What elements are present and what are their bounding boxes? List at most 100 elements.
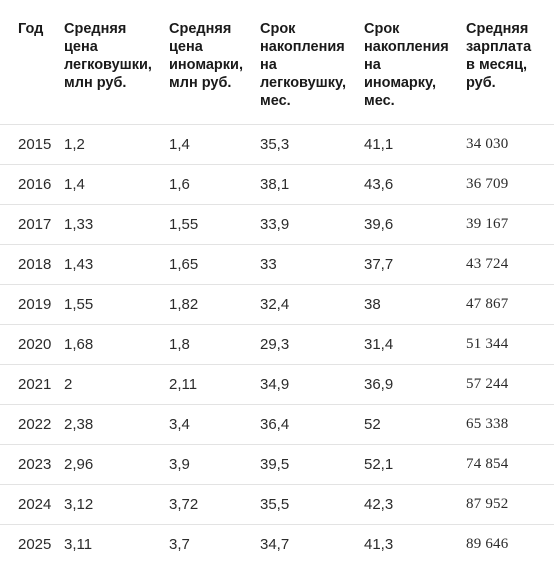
table-row: 2016 1,4 1,6 38,1 43,6 36 709 xyxy=(0,164,554,205)
cell-saving-period-car: 35,5 xyxy=(260,484,364,525)
table-row: 2019 1,55 1,82 32,4 38 47 867 xyxy=(0,284,554,325)
header-line: Срок xyxy=(260,21,296,37)
header-line: Срок xyxy=(364,21,400,37)
cell-year: 2019 xyxy=(0,284,64,325)
cell-saving-period-foreign-car: 36,9 xyxy=(364,364,466,405)
cell-avg-salary: 57 244 xyxy=(466,364,554,405)
header-line: легковушки, xyxy=(64,57,152,73)
cell-saving-period-car: 38,1 xyxy=(260,164,364,205)
cell-avg-price-foreign-car: 1,55 xyxy=(169,204,260,245)
table-header: Год Средняя цена легковушки, млн руб. Средняя… xyxy=(0,0,554,125)
cell-saving-period-car: 39,5 xyxy=(260,444,364,485)
cell-avg-price-foreign-car: 1,4 xyxy=(169,124,260,165)
cell-saving-period-car: 32,4 xyxy=(260,284,364,325)
cell-saving-period-foreign-car: 41,3 xyxy=(364,536,394,553)
cell-avg-salary: 51 344 xyxy=(466,324,554,365)
cell-saving-period-foreign-car: 38 xyxy=(364,284,466,325)
cell-saving-period-foreign-car: 31,4 xyxy=(364,324,466,365)
table-row: 2025 3,11 3,7 34,7 41,3 89 646 xyxy=(0,525,554,565)
cell-avg-price-car: 1,2 xyxy=(64,124,169,165)
cell-avg-price-foreign-car: 1,6 xyxy=(169,164,260,205)
header-line: Средняя xyxy=(466,21,529,37)
cell-avg-price-foreign-car: 2,11 xyxy=(169,364,260,405)
table-row: 2024 3,12 3,72 35,5 42,3 87 952 xyxy=(0,484,554,525)
header-line: на xyxy=(364,57,381,73)
table-row: 2023 2,96 3,9 39,5 52,1 74 854 xyxy=(0,444,554,485)
header-saving-period-foreign-car: Срок накопления на иномарку, мес. xyxy=(364,0,466,125)
header-avg-price-car: Средняя цена легковушки, млн руб. xyxy=(64,0,169,125)
cell-saving-period-car: 29,3 xyxy=(260,324,364,365)
cell-saving-period-foreign-car: 52 xyxy=(364,404,466,445)
header-line: руб. xyxy=(466,75,496,91)
cell-saving-period-car: 33 xyxy=(260,244,364,285)
header-line: Средняя xyxy=(64,21,127,37)
header-line: на xyxy=(260,57,277,73)
table-row: 2020 1,68 1,8 29,3 31,4 51 344 xyxy=(0,324,554,365)
cell-avg-salary: 34 030 xyxy=(466,124,554,165)
cell-avg-price-car: 2 xyxy=(64,364,169,405)
cell-avg-price-car: 1,68 xyxy=(64,324,169,365)
cell-avg-price-car: 3,12 xyxy=(64,484,169,525)
cell-saving-period-foreign-car: 39,6 xyxy=(364,204,466,245)
cell-saving-period-foreign-car: 52,1 xyxy=(364,444,466,485)
cell-saving-period-car: 35,3 xyxy=(260,124,364,165)
header-line: Год xyxy=(18,21,44,37)
cell-year: 2015 xyxy=(0,124,64,165)
cell-avg-salary: 36 709 xyxy=(466,164,554,205)
cell-year: 2023 xyxy=(0,444,64,485)
header-line: млн руб. xyxy=(64,75,127,91)
header-line: легковушку, xyxy=(260,75,347,91)
cell-avg-price-car: 1,4 xyxy=(64,164,169,205)
table-body: 2015 1,2 1,4 35,3 41,1 34 030 2016 1,4 1,6 38,1 43… xyxy=(0,124,554,565)
cell-year: 2022 xyxy=(0,404,64,445)
cell-year: 2025 xyxy=(18,536,52,553)
cell-year: 2020 xyxy=(0,324,64,365)
cell-avg-price-car: 1,55 xyxy=(64,284,169,325)
cell-year: 2018 xyxy=(0,244,64,285)
header-avg-salary: Средняя зарплата в месяц, руб. xyxy=(466,0,554,125)
cell-saving-period-car: 34,9 xyxy=(260,364,364,405)
header-line: накопления xyxy=(364,39,449,55)
cell-year: 2021 xyxy=(0,364,64,405)
table-row: 2017 1,33 1,55 33,9 39,6 39 167 xyxy=(0,204,554,245)
cell-saving-period-foreign-car: 41,1 xyxy=(364,124,466,165)
header-line: цена xyxy=(169,39,203,55)
cell-year: 2016 xyxy=(0,164,64,205)
header-line: мес. xyxy=(364,93,395,109)
cell-avg-salary: 47 867 xyxy=(466,284,554,325)
cell-saving-period-car: 36,4 xyxy=(260,404,364,445)
cell-avg-price-foreign-car: 1,82 xyxy=(169,284,260,325)
header-row: Год Средняя цена легковушки, млн руб. Средняя… xyxy=(0,0,554,125)
cell-avg-salary: 87 952 xyxy=(466,484,554,525)
cell-avg-price-foreign-car: 1,65 xyxy=(169,244,260,285)
header-line: млн руб. xyxy=(169,75,232,91)
header-line: Средняя xyxy=(169,21,232,37)
table-row: 2018 1,43 1,65 33 37,7 43 724 xyxy=(0,244,554,285)
header-line: иномарки, xyxy=(169,57,243,73)
cell-avg-price-foreign-car: 3,72 xyxy=(169,484,260,525)
cell-avg-salary: 74 854 xyxy=(466,444,554,485)
cell-saving-period-foreign-car: 42,3 xyxy=(364,484,466,525)
header-avg-price-foreign-car: Средняя цена иномарки, млн руб. xyxy=(169,0,260,125)
cell-saving-period-foreign-car: 37,7 xyxy=(364,244,466,285)
cell-saving-period-car: 34,7 xyxy=(260,536,290,553)
cell-year: 2017 xyxy=(0,204,64,245)
cell-avg-price-car: 1,33 xyxy=(64,204,169,245)
cell-avg-salary: 39 167 xyxy=(466,204,554,245)
cell-avg-price-car: 1,43 xyxy=(64,244,169,285)
table-row: 2022 2,38 3,4 36,4 52 65 338 xyxy=(0,404,554,445)
table-row: 2021 2 2,11 34,9 36,9 57 244 xyxy=(0,364,554,405)
header-line: накопления xyxy=(260,39,345,55)
cell-avg-salary: 89 646 xyxy=(466,536,509,552)
header-saving-period-car: Срок накопления на легковушку, мес. xyxy=(260,0,364,125)
cell-avg-price-foreign-car: 3,7 xyxy=(169,536,190,553)
cell-avg-price-foreign-car: 3,4 xyxy=(169,404,260,445)
header-line: зарплата xyxy=(466,39,532,55)
cell-avg-price-foreign-car: 3,9 xyxy=(169,444,260,485)
cell-saving-period-car: 33,9 xyxy=(260,204,364,245)
cell-avg-salary: 65 338 xyxy=(466,404,554,445)
cell-avg-price-foreign-car: 1,8 xyxy=(169,324,260,365)
table-row: 2015 1,2 1,4 35,3 41,1 34 030 xyxy=(0,124,554,165)
cell-avg-price-car: 3,11 xyxy=(64,536,93,553)
